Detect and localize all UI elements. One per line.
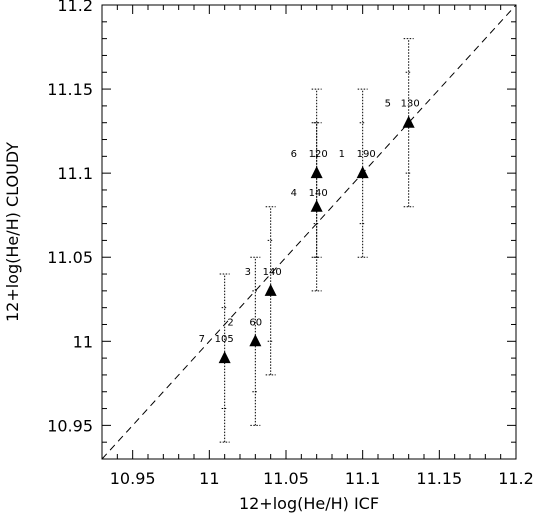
point-value-label: 140 xyxy=(263,267,282,278)
triangle-marker xyxy=(356,166,369,179)
y-tick-label: 11.2 xyxy=(57,0,93,15)
triangle-marker xyxy=(310,199,323,212)
point-value-label: 140 xyxy=(309,188,328,199)
point-value-label: 120 xyxy=(309,149,328,160)
one-to-one-line xyxy=(101,4,517,460)
point-value-label: 130 xyxy=(401,99,420,110)
point-id-label: 7 xyxy=(199,334,205,345)
y-tick-label: 10.95 xyxy=(47,416,93,435)
y-tick-label: 11 xyxy=(73,332,93,351)
y-tick-label: 11.05 xyxy=(47,248,93,267)
point-labels-layer: 1 190 2 60 3 140 4 140 5 130 6 120 7 105 xyxy=(199,99,420,345)
triangle-marker xyxy=(218,351,231,364)
x-tick-label: 11.2 xyxy=(498,469,534,488)
markers-layer xyxy=(218,115,415,364)
x-tick-label: 10.95 xyxy=(110,469,156,488)
triangle-marker xyxy=(249,334,262,347)
triangle-marker xyxy=(310,166,323,179)
y-axis-title: 12+log(He/H) CLOUDY xyxy=(3,142,22,322)
point-value-label: 60 xyxy=(249,317,262,328)
triangle-marker xyxy=(264,283,277,296)
ticks-layer xyxy=(101,4,517,460)
y-tick-label: 11.15 xyxy=(47,80,93,99)
triangle-marker xyxy=(402,115,415,128)
point-value-label: 190 xyxy=(357,149,376,160)
point-id-label: 6 xyxy=(291,149,297,160)
point-id-label: 1 xyxy=(339,149,345,160)
y-tick-label: 11.1 xyxy=(57,164,93,183)
x-axis-title: 12+log(He/H) ICF xyxy=(239,494,379,513)
point-id-label: 5 xyxy=(385,99,391,110)
plot-frame xyxy=(101,4,517,460)
tick-labels-layer: 10.95 11 11.05 11.1 11.15 11.210.951111.0511.… xyxy=(47,0,534,488)
x-tick-label: 11 xyxy=(199,469,219,488)
reference-line-layer xyxy=(101,4,517,460)
point-value-label: 105 xyxy=(215,334,234,345)
point-id-label: 4 xyxy=(291,188,297,199)
x-tick-label: 11.15 xyxy=(416,469,462,488)
x-tick-label: 11.05 xyxy=(263,469,309,488)
x-tick-label: 11.1 xyxy=(345,469,381,488)
point-id-label: 2 xyxy=(227,317,233,328)
point-id-label: 3 xyxy=(245,267,251,278)
